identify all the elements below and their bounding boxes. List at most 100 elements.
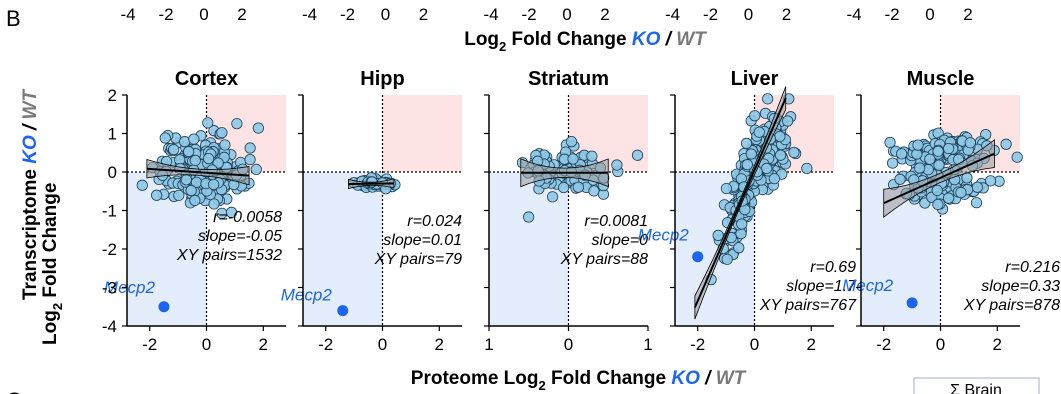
data-point (136, 179, 148, 191)
data-point (745, 148, 757, 160)
data-point (984, 175, 997, 187)
data-point (586, 150, 598, 162)
stat-slope: slope=0.01 (383, 232, 462, 249)
mecp2-point (337, 305, 349, 317)
y-tick-label: -2 (102, 240, 117, 259)
data-point (788, 146, 800, 159)
scatter-panels: Mecp2 r=-0.0058 slope=-0.05 XY pairs=1532 Co… (102, 5, 1060, 354)
top-tick-label: 2 (600, 5, 609, 24)
top-axis-label: Log2 Fold Change KO / WT (464, 29, 707, 54)
panel-title: Striatum (528, 68, 609, 90)
data-point (914, 162, 926, 174)
stat-r: r=0.0081 (584, 213, 648, 230)
data-point (565, 136, 578, 148)
stat-r: r=0.216 (1005, 259, 1060, 276)
top-tick-label: -4 (846, 5, 861, 24)
data-point (546, 191, 559, 203)
data-point (208, 198, 220, 210)
data-point (884, 136, 896, 149)
data-point (208, 178, 220, 191)
x-tick-label: 1 (484, 335, 493, 354)
data-point (741, 159, 753, 171)
data-point (912, 139, 924, 151)
mecp2-label: Mecp2 (281, 286, 333, 305)
data-point (250, 163, 262, 176)
panel-letter-b: B (6, 6, 21, 31)
x-tick-label: 0 (564, 335, 573, 354)
mecp2-label: Mecp2 (842, 276, 894, 295)
data-point (955, 186, 967, 199)
fit-line (883, 152, 995, 205)
stat-r: r=0.69 (810, 259, 856, 276)
stat-slope: slope=0 (592, 232, 649, 249)
panel-striatum: r=0.0081 slope=0 XY pairs=88 Striatum 1 0 1 -4 -… (483, 5, 652, 354)
top-tick-label: -2 (158, 5, 173, 24)
data-point (736, 218, 748, 230)
data-point (173, 189, 185, 201)
top-tick-label: -2 (884, 5, 899, 24)
data-point (733, 242, 745, 254)
y-tick-label: -1 (102, 202, 117, 221)
top-tick-label: 2 (237, 5, 246, 24)
data-point (964, 137, 976, 149)
data-point (761, 162, 773, 174)
data-point (943, 142, 955, 155)
data-point (611, 159, 623, 171)
data-point (168, 143, 180, 156)
data-point (749, 110, 761, 122)
data-point (931, 184, 943, 197)
data-point (159, 132, 171, 144)
x-tick-label: 1 (643, 335, 652, 354)
x-tick-label: 2 (435, 335, 444, 354)
brain-legend-label: Σ Brain (950, 382, 1002, 394)
stat-slope: slope=-0.05 (198, 228, 282, 245)
x-tick-label: 0 (202, 335, 211, 354)
mecp2-label: Mecp2 (104, 278, 156, 297)
data-point (216, 127, 228, 139)
data-point (971, 181, 983, 193)
panel-muscle: Mecp2 r=0.216 slope=0.33 XY pairs=878 Muscle… (842, 5, 1060, 354)
panel-title: Muscle (907, 68, 975, 90)
upper-right-quadrant (382, 95, 462, 172)
mecp2-point (158, 301, 170, 313)
data-point (774, 149, 787, 161)
x-tick-label: -2 (690, 335, 705, 354)
data-point (894, 173, 906, 185)
x-tick-label: -2 (876, 335, 891, 354)
x-tick-label: 2 (807, 335, 816, 354)
x-tick-label: 0 (936, 335, 945, 354)
data-point (231, 118, 243, 130)
top-tick-label: 2 (419, 5, 428, 24)
panel-title: Hipp (360, 68, 404, 90)
data-point (202, 153, 215, 165)
data-point (244, 153, 256, 166)
data-point (942, 192, 955, 204)
data-point (762, 93, 774, 105)
y-tick-label: -4 (102, 317, 117, 336)
brain-legend-button[interactable]: Σ Brain (913, 377, 1040, 394)
x-tick-label: 0 (750, 335, 759, 354)
data-point (189, 154, 201, 167)
data-point (588, 185, 600, 197)
data-point (887, 157, 899, 169)
data-point (896, 148, 908, 160)
data-point (185, 184, 197, 197)
data-point (188, 133, 200, 145)
x-tick-label: 2 (993, 335, 1002, 354)
x-tick-label: -2 (142, 335, 157, 354)
data-point (202, 117, 214, 129)
data-point (244, 142, 256, 154)
top-tick-label: 0 (744, 5, 753, 24)
x-tick-label: 2 (259, 335, 268, 354)
x-tick-label: -2 (318, 335, 333, 354)
data-point (924, 153, 936, 165)
data-point (712, 229, 724, 241)
data-point (225, 206, 238, 218)
stat-slope: slope=0.33 (981, 278, 1060, 295)
y-tick-label: 1 (108, 125, 117, 144)
x-tick-label: 0 (378, 335, 387, 354)
data-point (801, 162, 813, 175)
y-tick-label: -3 (102, 279, 117, 298)
panel-cortex: Mecp2 r=-0.0058 slope=-0.05 XY pairs=1532 Co… (102, 5, 286, 354)
top-tick-label: -2 (521, 5, 536, 24)
